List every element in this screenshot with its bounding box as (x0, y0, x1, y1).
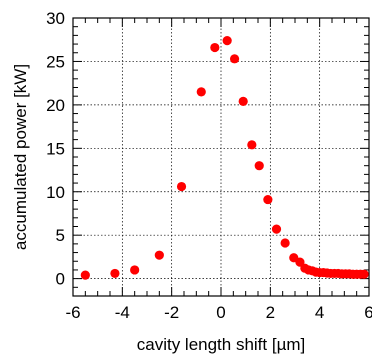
data-point (176, 181, 187, 192)
x-tick-label: -2 (164, 303, 179, 322)
y-tick-label: 10 (46, 183, 65, 202)
data-point (110, 268, 120, 279)
grid-lines (73, 18, 369, 296)
data-point (280, 238, 290, 248)
y-tick-label: 5 (56, 226, 65, 245)
y-tick-label: 15 (46, 139, 65, 158)
data-point (238, 96, 248, 106)
data-point (271, 224, 282, 234)
data-point (80, 270, 90, 280)
data-point (359, 269, 369, 279)
x-tick-label: 2 (266, 303, 275, 322)
data-points (80, 35, 369, 280)
y-tick-label: 25 (46, 52, 65, 71)
x-tick-label: 4 (315, 303, 324, 322)
data-point (130, 265, 140, 275)
data-point (210, 42, 220, 53)
data-point (222, 35, 232, 46)
data-point (295, 257, 305, 267)
x-tick-label: 6 (364, 303, 372, 322)
x-tick-label: -6 (65, 303, 80, 322)
x-tick-label: -4 (115, 303, 130, 322)
data-point (196, 87, 206, 97)
plot-frame (72, 17, 370, 297)
data-point (263, 194, 273, 205)
data-point (229, 54, 240, 64)
y-tick-label: 30 (46, 9, 65, 28)
x-tick-labels: -6 -4 -2 0 2 4 6 (65, 303, 372, 322)
data-point (254, 161, 264, 171)
y-tick-label: 0 (56, 270, 65, 289)
x-axis-label: cavity length shift [µm] (137, 335, 306, 354)
data-point (154, 250, 164, 260)
axis-ticks (72, 17, 370, 297)
y-tick-label: 20 (46, 96, 65, 115)
data-point (247, 140, 257, 150)
y-axis-label: accumulated power [kW] (11, 64, 30, 250)
y-tick-labels: 0 5 10 15 20 25 30 (46, 9, 65, 289)
x-tick-label: 0 (216, 303, 225, 322)
